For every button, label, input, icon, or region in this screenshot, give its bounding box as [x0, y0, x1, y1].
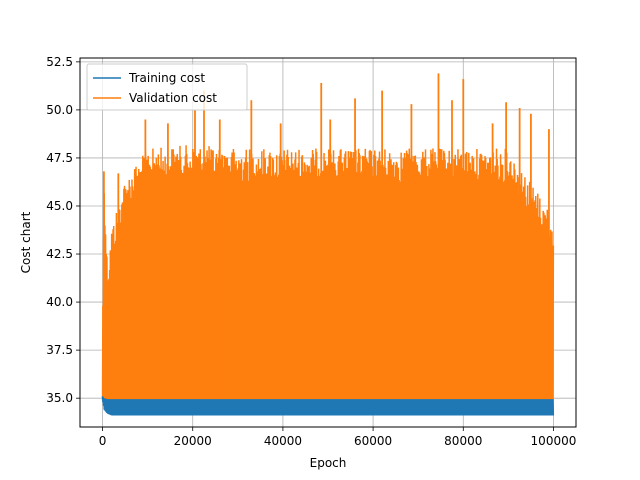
- y-tick-label: 47.5: [46, 151, 73, 165]
- y-axis: 35.0 37.5 40.0 42.5 45.0 47.5 50.0 52.5: [46, 55, 80, 405]
- y-tick-label: 50.0: [46, 103, 73, 117]
- y-tick-label: 52.5: [46, 55, 73, 69]
- y-axis-label: Cost chart: [19, 211, 33, 273]
- y-tick-label: 42.5: [46, 247, 73, 261]
- x-tick-label: 60000: [354, 434, 392, 448]
- legend-label-validation: Validation cost: [129, 91, 217, 105]
- x-tick-label: 40000: [264, 434, 302, 448]
- legend-label-training: Training cost: [128, 71, 205, 85]
- axes-frame: [79, 57, 577, 428]
- x-axis-label: Epoch: [310, 456, 347, 470]
- y-tick-label: 37.5: [46, 343, 73, 357]
- legend: Training cost Validation cost: [86, 63, 248, 111]
- validation-cost-line: [101, 145, 555, 401]
- legend-box: [86, 63, 248, 111]
- plot-area: [79, 57, 577, 428]
- training-cost-line: [101, 396, 555, 416]
- x-axis: 0 20000 40000 60000 80000 100000: [99, 427, 577, 448]
- y-tick-label: 45.0: [46, 199, 73, 213]
- y-tick-label: 35.0: [46, 391, 73, 405]
- y-tick-label: 40.0: [46, 295, 73, 309]
- x-tick-label: 20000: [174, 434, 212, 448]
- series-layer: [101, 73, 555, 416]
- x-tick-label: 100000: [531, 434, 577, 448]
- x-tick-label: 0: [99, 434, 107, 448]
- x-tick-label: 80000: [444, 434, 482, 448]
